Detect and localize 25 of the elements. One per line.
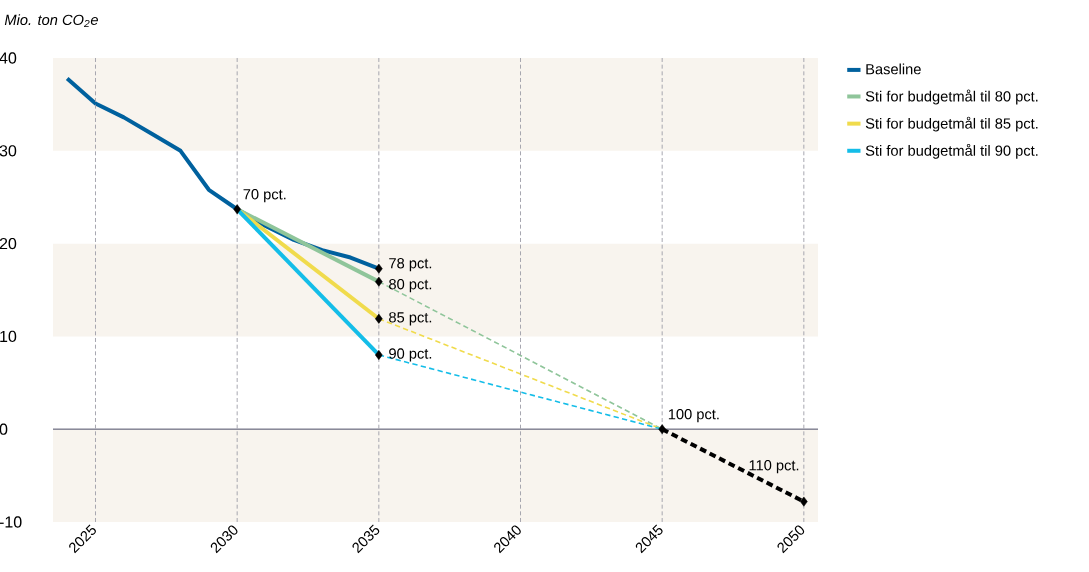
point: [233, 204, 241, 215]
y-axis-title: Mio. ton CO$_{2}$e: [4, 14, 98, 28]
point: [375, 276, 383, 287]
y-tick-label: -10: [0, 516, 22, 528]
point: [375, 263, 383, 274]
annotation: 90 pct.: [389, 348, 432, 362]
annotation: 78 pct.: [389, 258, 432, 272]
y-tick-label: 40: [0, 52, 17, 64]
annotation: 80 pct.: [389, 279, 432, 293]
annotation: 100 pct.: [668, 409, 719, 423]
y-tick-label: 10: [0, 330, 17, 343]
annotation: 110 pct.: [749, 460, 799, 474]
point: [375, 350, 383, 360]
annotation: 85 pct.: [389, 312, 432, 326]
y-tick-label: 20: [0, 237, 17, 250]
legend-label: Baseline: [866, 63, 921, 75]
point: [658, 424, 666, 435]
y-tick-label: 0: [0, 423, 8, 435]
point: [800, 496, 808, 507]
legend-label: Sti for budgetmål til 90 pct.: [865, 143, 1038, 159]
legend-label: Sti for budgetmål til 80 pct.: [865, 89, 1038, 105]
annotation: 70 pct.: [243, 189, 286, 203]
legend-label: Sti for budgetmål til 85 pct.: [865, 116, 1038, 132]
point: [375, 313, 383, 324]
y-tick-label: 30: [0, 145, 17, 157]
